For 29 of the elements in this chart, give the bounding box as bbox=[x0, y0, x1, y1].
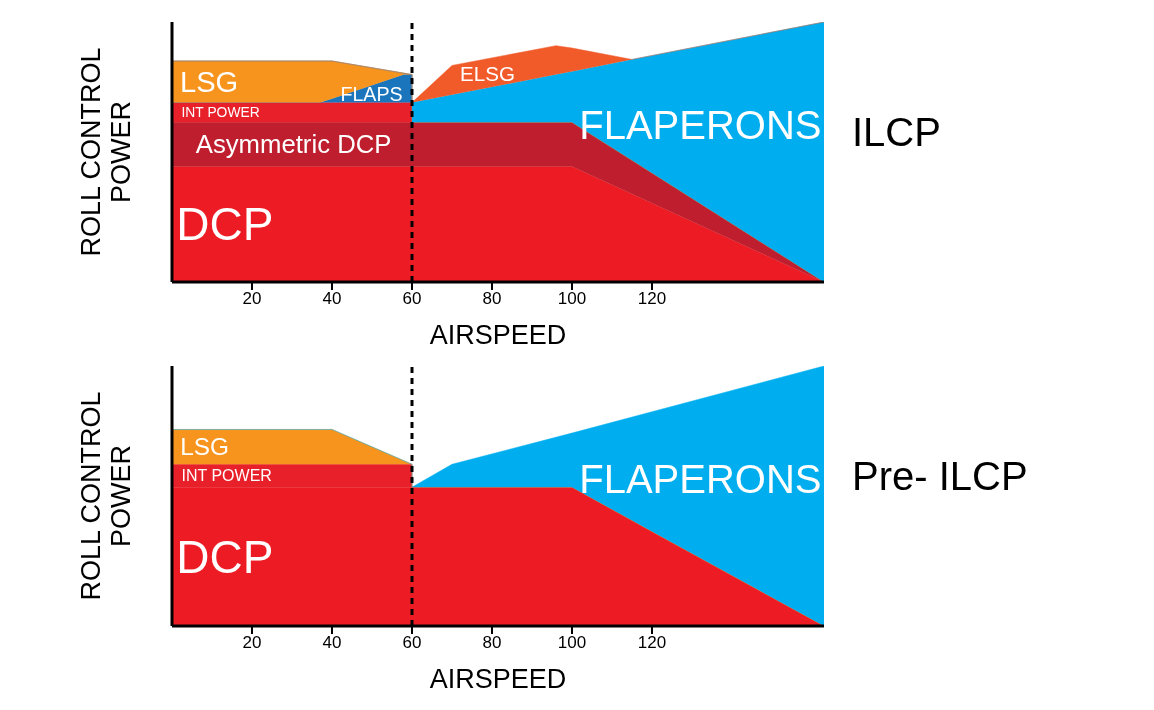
y-axis-title: ROLL CONTROL POWER bbox=[76, 391, 136, 601]
series-label: INT POWER bbox=[181, 467, 272, 485]
x-tick-label: 120 bbox=[637, 633, 667, 653]
series-label: INT POWER bbox=[181, 104, 260, 121]
text: ILCP bbox=[852, 110, 941, 154]
x-tick-label: 20 bbox=[242, 633, 262, 653]
series-label: FLAPS bbox=[340, 83, 403, 106]
x-tick-label: 80 bbox=[482, 289, 502, 309]
x-tick-label: 60 bbox=[402, 289, 422, 309]
x-tick-label: 80 bbox=[482, 633, 502, 653]
x-axis-title: AIRSPEED bbox=[429, 664, 567, 694]
series-label: DCP bbox=[176, 198, 274, 251]
series-label: ELSG bbox=[460, 61, 515, 85]
series-label: DCP bbox=[176, 530, 274, 583]
series-label: LSG bbox=[179, 65, 239, 98]
x-axis-title: AIRSPEED bbox=[429, 320, 567, 350]
series-label: Asymmetric DCP bbox=[195, 130, 392, 159]
x-tick-label: 20 bbox=[242, 289, 262, 309]
text: Pre- ILCP bbox=[852, 454, 1028, 498]
series-label: LSG bbox=[180, 433, 230, 461]
x-tick-label: 40 bbox=[322, 633, 342, 653]
x-tick-label: 40 bbox=[322, 289, 342, 309]
series-label: FLAPERONS bbox=[579, 102, 822, 147]
x-tick-label: 100 bbox=[557, 633, 587, 653]
x-tick-label: 120 bbox=[637, 289, 667, 309]
series-label: FLAPERONS bbox=[579, 456, 822, 501]
x-tick-label: 100 bbox=[557, 289, 587, 309]
x-tick-label: 60 bbox=[402, 633, 422, 653]
y-axis-title: ROLL CONTROL POWER bbox=[76, 47, 136, 257]
